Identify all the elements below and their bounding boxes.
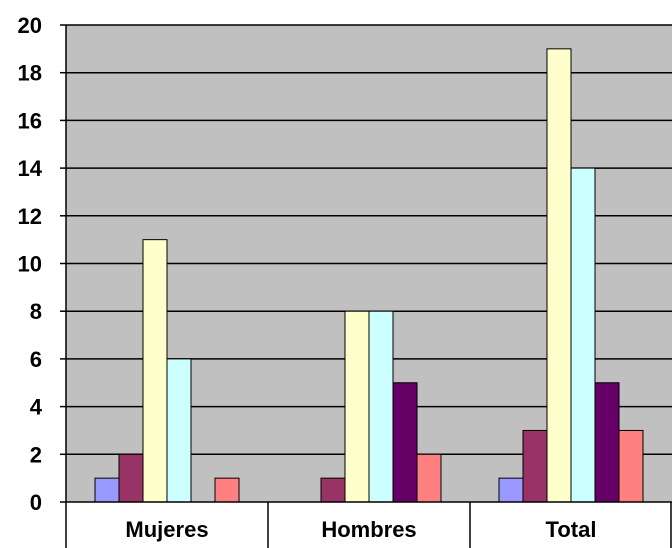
y-tick-label: 0 [30,490,42,515]
bar [498,477,524,503]
bar [416,453,442,503]
y-tick-label: 6 [30,347,42,372]
bar [594,382,620,503]
y-tick-label: 12 [18,204,42,229]
y-tick-label: 10 [18,252,42,277]
bar [618,429,644,503]
bar [368,310,394,503]
bar [94,477,120,503]
bar [214,477,240,503]
category-labels: Mujeres Hombres Total [125,517,596,542]
bar [118,453,144,503]
category-label: Mujeres [125,517,208,542]
axes [65,25,672,548]
y-tick-label: 8 [30,299,42,324]
y-tick-label: 20 [18,13,42,38]
bar [166,358,192,503]
y-tick-labels: 0 2 4 6 8 10 12 14 16 18 20 [18,13,43,515]
bar [522,429,548,503]
y-tick-label: 2 [30,442,42,467]
bar [344,310,370,503]
category-label: Hombres [321,517,416,542]
bar [392,382,418,503]
bar [570,167,596,503]
y-tick-label: 16 [18,108,42,133]
bar [142,239,168,503]
category-label: Total [546,517,597,542]
bar [320,477,346,503]
y-tick-label: 18 [18,61,42,86]
bar [546,48,572,503]
bars [94,48,644,503]
y-tick-label: 14 [18,156,43,181]
y-tick-label: 4 [30,395,43,420]
